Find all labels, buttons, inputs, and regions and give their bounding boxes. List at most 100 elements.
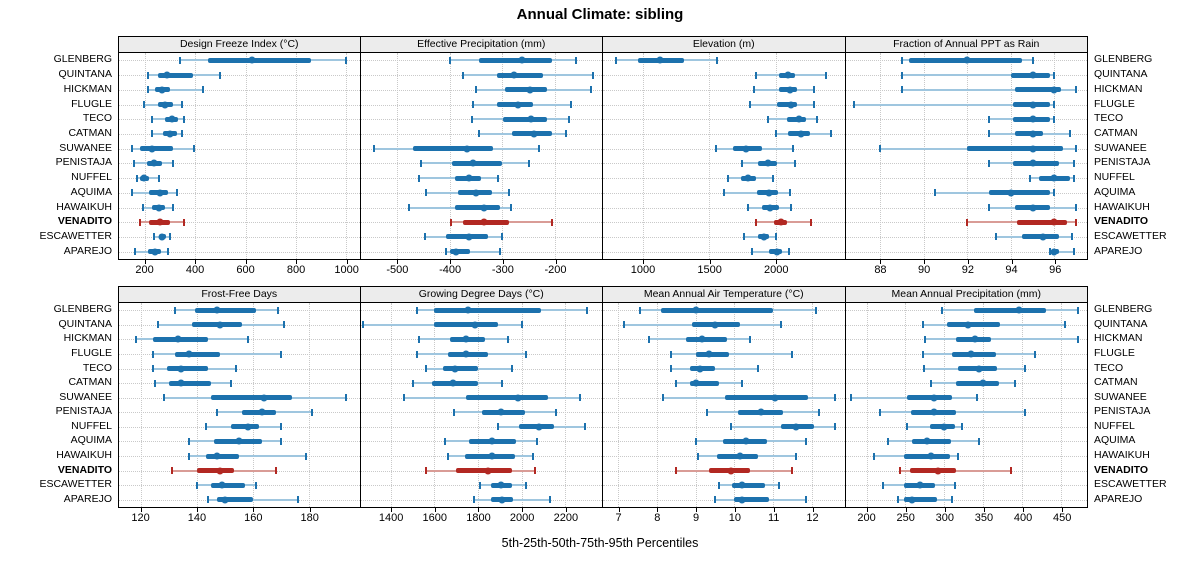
- whisker-cap-high: [201, 86, 204, 94]
- site-label: QUINTANA: [1094, 68, 1148, 81]
- gridline-vertical: [397, 53, 399, 259]
- gridline-vertical: [253, 303, 255, 507]
- whisker-cap-low: [472, 101, 475, 108]
- median-dot: [258, 408, 266, 416]
- median-dot: [705, 350, 713, 358]
- whisker-cap-high: [1072, 174, 1075, 182]
- whisker-cap-low: [416, 306, 419, 314]
- whisker-cap-low: [623, 321, 626, 329]
- whisker-cap-high: [812, 86, 815, 94]
- site-label: ESCAWETTER: [1094, 478, 1167, 491]
- median-dot: [711, 321, 719, 329]
- whisker-cap-high: [1072, 248, 1075, 256]
- chart-title: Annual Climate: sibling: [516, 6, 684, 23]
- median-dot: [469, 159, 477, 167]
- median-dot: [923, 437, 931, 445]
- gridline-horizontal: [845, 456, 1087, 457]
- axis-tick: [522, 508, 524, 512]
- median-dot: [764, 159, 772, 167]
- panel-body: [845, 53, 1087, 259]
- iqr-bar-25-75: [910, 468, 957, 474]
- axis-tick-label: 2000: [763, 264, 789, 276]
- whisker-cap-low: [774, 130, 777, 138]
- gridline-horizontal: [119, 236, 360, 238]
- whisker-cap-low: [849, 394, 852, 402]
- gridline-horizontal: [845, 163, 1087, 165]
- whisker-cap-low: [669, 350, 672, 358]
- whisker-cap-low: [135, 174, 138, 182]
- whisker-cap-low: [196, 481, 199, 489]
- panel: Mean Annual Precipitation (mm) 200 250 300 3…: [845, 286, 1088, 526]
- median-dot: [1029, 101, 1037, 108]
- whisker-cap-high: [527, 159, 530, 167]
- median-dot: [158, 86, 166, 94]
- axis-tick-label: 1000: [334, 264, 359, 276]
- site-label: TECO: [82, 112, 112, 125]
- percentile-caption: 5th-25th-50th-75th-95th Percentiles: [501, 536, 699, 550]
- gridline-horizontal: [119, 89, 360, 91]
- whisker-cap-low: [872, 452, 875, 460]
- site-label: HAWAIKUH: [56, 200, 112, 213]
- whisker-cap-high: [183, 115, 186, 123]
- site-label: VENADITO: [57, 463, 112, 476]
- axis-tick: [967, 260, 969, 264]
- gridline-horizontal: [845, 178, 1087, 180]
- whisker-cap-low: [638, 306, 641, 314]
- median-dot: [449, 379, 457, 387]
- panel-axis: 88 90 92 94 96: [846, 260, 1089, 278]
- axis-tick: [905, 508, 907, 512]
- axis-tick-label: 800: [286, 264, 306, 276]
- iqr-bar-25-75: [974, 307, 1046, 313]
- panel: Growing Degree Days (°C) 1400 1600 1800 2000…: [360, 286, 603, 526]
- site-label: FLUGLE: [1094, 97, 1135, 110]
- median-dot: [185, 350, 193, 358]
- whisker-cap-low: [753, 86, 756, 94]
- median-dot: [1029, 204, 1037, 211]
- site-label: CATMAN: [1094, 376, 1138, 389]
- whisker-cap-low: [933, 189, 936, 197]
- axis-tick-label: 2200: [553, 512, 579, 524]
- iqr-bar-25-75: [967, 146, 1064, 152]
- whisker-cap-low: [419, 159, 422, 167]
- axis-tick-label: -400: [439, 264, 462, 276]
- median-dot: [480, 218, 488, 226]
- whisker-cap-low: [661, 394, 664, 402]
- iqr-bar-25-75: [456, 468, 512, 474]
- axis-tick-label: 88: [874, 264, 887, 276]
- panel-group: Frost-Free Days 120 140 160 180 Growing Degre…: [118, 286, 1088, 526]
- axis-tick: [776, 260, 778, 264]
- median-dot: [451, 365, 459, 373]
- median-dot: [1015, 306, 1023, 314]
- panel-axis: 200 400 600 800 1000: [118, 260, 361, 278]
- whisker-cap-low: [146, 86, 149, 94]
- median-dot: [930, 394, 938, 402]
- gridline-horizontal: [603, 133, 845, 135]
- axis-tick-label: 12: [806, 512, 819, 524]
- whisker-cap-low: [766, 115, 769, 123]
- axis-tick: [696, 508, 698, 512]
- whisker-cap-high: [344, 394, 347, 402]
- whisker-cap-low: [923, 335, 926, 343]
- iqr-bar-25-75: [1015, 87, 1061, 93]
- panel-title: Mean Annual Precipitation (mm): [845, 287, 1087, 303]
- site-label: TECO: [1094, 361, 1124, 374]
- gridline-horizontal: [360, 426, 602, 428]
- site-label: APAREJO: [1094, 492, 1143, 505]
- site-label: QUINTANA: [58, 317, 112, 330]
- axis-tick-label: 90: [918, 264, 931, 276]
- iqr-bar-25-75: [174, 351, 220, 357]
- axis-tick-label: 1500: [697, 264, 722, 276]
- whisker-cap-high: [1077, 306, 1080, 314]
- whisker-cap-high: [1053, 71, 1056, 79]
- whisker-cap-high: [500, 379, 503, 387]
- panel-axis: 7 8 9 10 11 12: [603, 508, 846, 526]
- whisker-cap-high: [565, 130, 568, 138]
- gridline-horizontal: [119, 207, 360, 209]
- gridline-horizontal: [603, 75, 845, 77]
- site-labels-left: GLENBERG QUINTANA HICKMAN FLUGLE TECO CATMAN S…: [0, 286, 118, 526]
- whisker-cap-low: [445, 248, 448, 256]
- whisker-cap-high: [1077, 335, 1080, 343]
- panel-band: GLENBERG QUINTANA HICKMAN FLUGLE TECO CATMAN S…: [0, 36, 1200, 278]
- axis-tick-label: 300: [935, 512, 955, 524]
- gridline-vertical: [618, 303, 620, 507]
